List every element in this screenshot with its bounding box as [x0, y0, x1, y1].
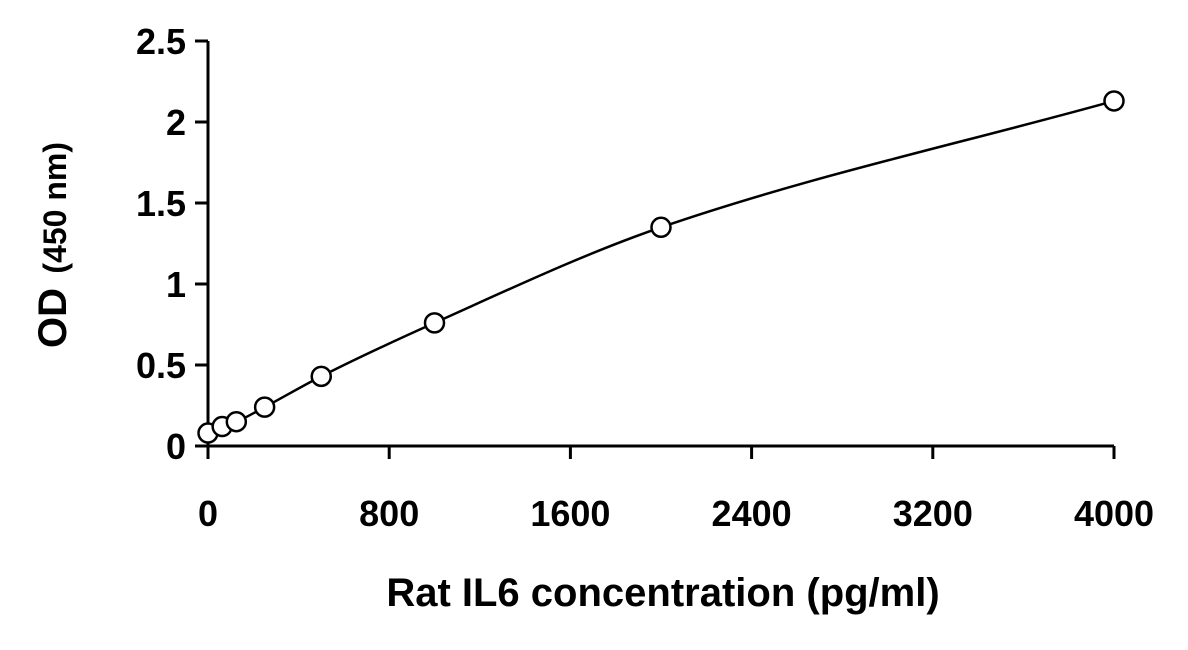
x-ticks: 0 800 1600 2400 3200 4000 [198, 446, 1154, 534]
fit-curve [207, 99, 1115, 435]
y-tick-label: 2 [166, 102, 186, 143]
x-tick-label: 800 [359, 493, 419, 534]
y-axis-title-main: OD [31, 288, 75, 348]
x-tick-label: 2400 [712, 493, 792, 534]
data-point [225, 410, 248, 433]
data-points [197, 90, 1125, 444]
axes [195, 41, 1114, 448]
y-tick-label: 1 [166, 264, 186, 305]
y-axis-title: OD (450 nm) [31, 142, 75, 348]
data-point [423, 312, 446, 334]
y-tick-label: 1.5 [136, 183, 186, 224]
y-axis-title-unit: (450 nm) [37, 142, 73, 274]
y-tick-label: 0 [166, 426, 186, 467]
x-tick-label: 4000 [1074, 493, 1154, 534]
data-point [310, 365, 332, 388]
y-ticks: 0 0.5 1 1.5 2 2.5 [136, 21, 208, 467]
data-point [1103, 90, 1125, 112]
data-point [650, 216, 672, 239]
data-point [253, 396, 276, 418]
x-tick-label: 0 [198, 493, 218, 534]
x-tick-label: 1600 [530, 493, 610, 534]
x-tick-label: 3200 [893, 493, 973, 534]
y-tick-label: 0.5 [136, 345, 186, 386]
y-tick-label: 2.5 [136, 21, 186, 62]
x-axis-title: Rat IL6 concentration (pg/ml) [386, 571, 939, 615]
